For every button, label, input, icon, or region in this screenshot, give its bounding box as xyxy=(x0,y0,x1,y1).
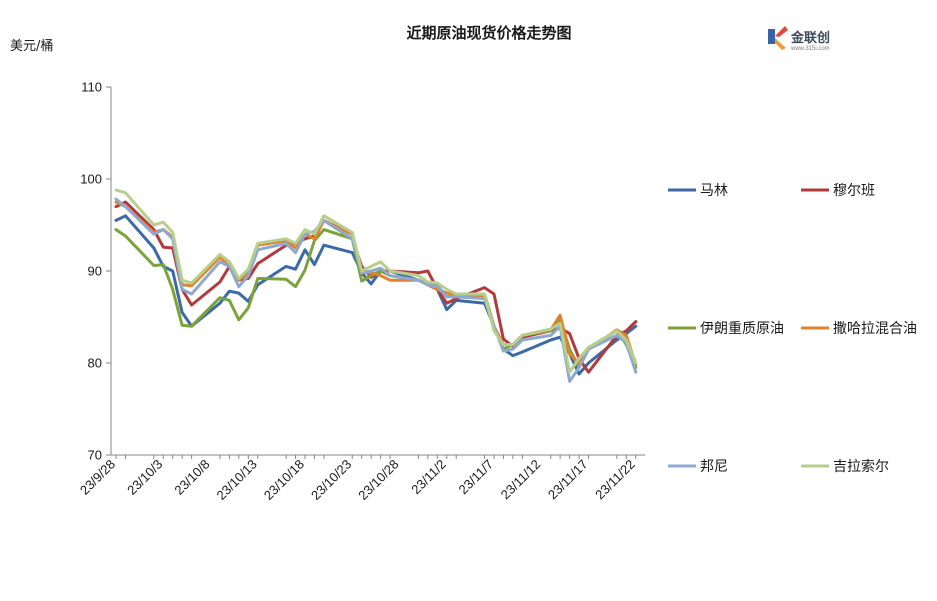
x-tick-label: 23/9/28 xyxy=(77,457,118,498)
x-tick-label: 23/11/7 xyxy=(456,457,497,498)
legend-label: 吉拉索尔 xyxy=(833,458,889,475)
y-axis-unit-label: 美元/桶 xyxy=(10,39,53,54)
x-tick-label: 23/11/22 xyxy=(592,457,638,503)
legend-item: 邦尼 xyxy=(668,459,728,475)
x-tick-label: 23/10/13 xyxy=(213,457,259,503)
legend-label: 马林 xyxy=(700,183,728,199)
x-tick-label: 23/11/17 xyxy=(545,457,591,503)
chart-series xyxy=(114,188,638,383)
legend-item: 穆尔班 xyxy=(801,183,875,199)
x-tick-label: 23/11/12 xyxy=(498,457,544,503)
legend-label: 邦尼 xyxy=(700,459,728,475)
x-tick-label: 23/10/18 xyxy=(261,457,307,503)
series-line-伊朗重质原油 xyxy=(114,228,638,370)
chart-title: 近期原油现货价格走势图 xyxy=(406,24,571,42)
series-line-穆尔班 xyxy=(114,200,638,374)
y-tick-label: 70 xyxy=(88,448,102,463)
legend-item: 吉拉索尔 xyxy=(801,458,889,475)
y-tick-label: 100 xyxy=(80,172,102,187)
series-line-马林 xyxy=(114,214,638,376)
legend-label: 穆尔班 xyxy=(833,183,875,199)
x-tick-label: 23/10/23 xyxy=(308,457,354,503)
legend-item: 撒哈拉混合油 xyxy=(801,321,917,337)
logo-url: www.315i.com xyxy=(790,46,830,52)
legend-label: 撒哈拉混合油 xyxy=(833,321,917,337)
legend-label: 伊朗重质原油 xyxy=(700,321,784,337)
series-line-吉拉索尔 xyxy=(114,188,638,374)
legend-item: 伊朗重质原油 xyxy=(668,321,784,337)
logo-name: 金联创 xyxy=(790,30,830,46)
series-line-撒哈拉混合油 xyxy=(114,200,638,367)
x-tick-label: 23/10/28 xyxy=(355,457,401,503)
y-tick-label: 80 xyxy=(88,356,102,371)
series-line-邦尼 xyxy=(114,197,638,383)
x-tick-label: 23/10/8 xyxy=(171,457,212,498)
legend-item: 马林 xyxy=(668,183,728,199)
brand-logo: 金联创 www.315i.com xyxy=(768,26,830,52)
logo-mark-icon xyxy=(768,26,788,50)
x-tick-label: 23/10/3 xyxy=(124,457,165,498)
y-tick-label: 110 xyxy=(81,80,102,95)
y-tick-label: 90 xyxy=(88,264,102,279)
x-tick-label: 23/11/2 xyxy=(408,457,449,498)
